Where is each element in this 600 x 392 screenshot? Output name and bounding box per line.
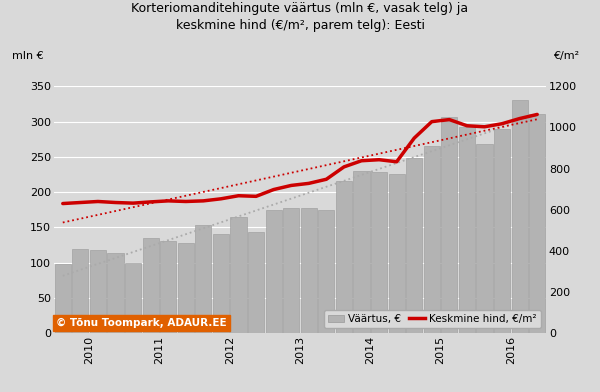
Bar [195, 225, 211, 333]
Bar [424, 146, 440, 333]
Bar [371, 172, 387, 333]
Bar [459, 127, 475, 333]
Bar [72, 249, 88, 333]
Bar [55, 264, 71, 333]
Bar [318, 210, 334, 333]
Bar [353, 171, 370, 333]
Bar [512, 100, 528, 333]
Bar [336, 181, 352, 333]
Bar [441, 116, 457, 333]
Bar [248, 232, 264, 333]
Bar [529, 114, 545, 333]
Bar [266, 210, 282, 333]
Bar [283, 208, 299, 333]
Bar [125, 263, 141, 333]
Bar [476, 144, 493, 333]
Bar [389, 174, 405, 333]
Text: €/m²: €/m² [553, 51, 579, 61]
Bar [213, 234, 229, 333]
Bar [107, 254, 124, 333]
Bar [301, 208, 317, 333]
Bar [160, 241, 176, 333]
Legend: Väärtus, €, Keskmine hind, €/m²: Väärtus, €, Keskmine hind, €/m² [324, 310, 541, 328]
Bar [230, 217, 247, 333]
Bar [494, 129, 510, 333]
Bar [90, 250, 106, 333]
Bar [143, 238, 159, 333]
Bar [178, 243, 194, 333]
Text: mln €: mln € [13, 51, 44, 61]
Text: Korteriomanditehingute väärtus (mln €, vasak telg) ja
keskmine hind (€/m², parem: Korteriomanditehingute väärtus (mln €, v… [131, 2, 469, 32]
Text: © Tõnu Toompark, ADAUR.EE: © Tõnu Toompark, ADAUR.EE [56, 318, 227, 328]
Bar [406, 158, 422, 333]
